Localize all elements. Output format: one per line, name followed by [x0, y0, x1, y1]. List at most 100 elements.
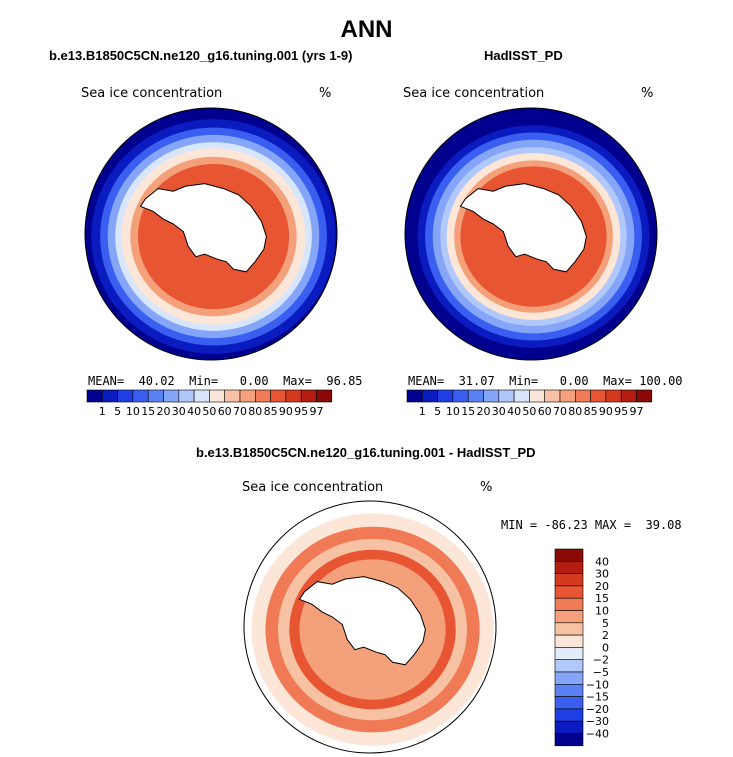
- obs-colorbar-cell: [605, 389, 622, 403]
- model-colorbar-tick-label: 40: [187, 405, 201, 418]
- model-colorbar-cell: [224, 389, 241, 403]
- model-colorbar: 1 5 10 15 20 30 40 50 60 70 80 85 90 95 97: [86, 389, 333, 418]
- diff-map-antarctica: [298, 576, 426, 666]
- obs-colorbar-tick-label: 1: [419, 405, 426, 418]
- model-colorbar-cell: [147, 389, 164, 403]
- diff-colorbar-tick-label: 40: [595, 555, 609, 568]
- obs-map-antarctica: [459, 183, 587, 273]
- model-colorbar-cell: [86, 389, 103, 403]
- obs-colorbar-cell: [437, 389, 454, 403]
- model-map: [84, 107, 338, 361]
- model-colorbar-tick-label: 30: [172, 405, 186, 418]
- model-colorbar-tick-label: 97: [310, 405, 324, 418]
- obs-colorbar-cell: [544, 389, 561, 403]
- obs-colorbar-tick-label: 90: [599, 405, 613, 418]
- obs-colorbar-cell: [483, 389, 500, 403]
- model-map-field: [85, 108, 337, 360]
- diff-colorbar-tick-label: −5: [593, 666, 609, 679]
- model-colorbar-cell: [285, 389, 302, 403]
- model-unit-label: %: [319, 86, 332, 101]
- diff-unit-label: %: [480, 480, 493, 495]
- diff-colorbar-cell: [554, 597, 584, 611]
- diff-colorbar-cell: [554, 708, 584, 722]
- diff-colorbar-cell: [554, 647, 584, 661]
- obs-colorbar-tick-label: 95: [614, 405, 628, 418]
- obs-colorbar-cell: [636, 389, 653, 403]
- diff-colorbar-tick-label: 20: [595, 580, 609, 593]
- obs-colorbar-cell: [513, 389, 530, 403]
- obs-colorbar-tick-label: 50: [522, 405, 536, 418]
- model-stats: MEAN= 40.02 Min= 0.00 Max= 96.85: [88, 374, 363, 388]
- model-colorbar-cell: [209, 389, 225, 403]
- diff-colorbar-cell: [554, 585, 584, 599]
- obs-colorbar-tick-label: 60: [538, 405, 552, 418]
- diff-variable-label: Sea ice concentration: [242, 480, 384, 495]
- model-colorbar-tick-label: 60: [218, 405, 232, 418]
- diff-colorbar-cell: [554, 560, 584, 574]
- diff-stats: MIN = -86.23 MAX = 39.08: [501, 518, 682, 532]
- diff-colorbar-tick-label: −30: [586, 715, 609, 728]
- model-colorbar-cell: [300, 389, 317, 403]
- obs-colorbar: 1 5 10 15 20 30 40 50 60 70 80 85 90 95 97: [406, 389, 653, 418]
- obs-colorbar-cell: [467, 389, 484, 403]
- diff-colorbar-cell: [554, 720, 584, 734]
- obs-colorbar-tick-label: 70: [553, 405, 567, 418]
- model-colorbar-cell: [316, 389, 333, 403]
- model-colorbar-tick-label: 70: [233, 405, 247, 418]
- model-colorbar-cell: [117, 389, 134, 403]
- obs-colorbar-cell: [498, 389, 515, 403]
- diff-panel-title: b.e13.B1850C5CN.ne120_g16.tuning.001 - H…: [196, 445, 536, 460]
- obs-map-border: [404, 107, 658, 361]
- model-map-antarctica: [139, 183, 267, 273]
- diff-colorbar-tick-label: −10: [586, 678, 609, 691]
- obs-colorbar-cell: [406, 389, 423, 403]
- diff-colorbar-tick-label: −20: [586, 703, 609, 716]
- model-panel-title: b.e13.B1850C5CN.ne120_g16.tuning.001 (yr…: [49, 48, 353, 63]
- diff-colorbar-cell: [554, 634, 584, 648]
- model-map-border: [84, 107, 338, 361]
- model-colorbar-cell: [178, 389, 195, 403]
- diff-colorbar-cell: [554, 573, 584, 587]
- diff-colorbar-cell: [554, 683, 584, 697]
- obs-colorbar-tick-label: 85: [584, 405, 598, 418]
- obs-colorbar-tick-label: 20: [477, 405, 491, 418]
- diff-colorbar-cell: [554, 671, 584, 685]
- obs-panel-title: HadISST_PD: [484, 48, 563, 63]
- diff-colorbar-tick-label: −40: [586, 728, 609, 741]
- diff-colorbar-tick-label: 10: [595, 605, 609, 618]
- obs-colorbar-cell: [421, 389, 438, 403]
- obs-colorbar-cell: [559, 389, 576, 403]
- diff-colorbar-cell: [554, 733, 584, 747]
- obs-colorbar-cell: [529, 389, 546, 403]
- main-title: ANN: [340, 16, 393, 43]
- model-colorbar-tick-label: 95: [294, 405, 308, 418]
- model-colorbar-cell: [270, 389, 287, 403]
- obs-colorbar-tick-label: 97: [630, 405, 644, 418]
- obs-colorbar-tick-label: 30: [492, 405, 506, 418]
- model-colorbar-tick-label: 10: [126, 405, 140, 418]
- model-colorbar-tick-label: 50: [202, 405, 216, 418]
- obs-colorbar-cell: [620, 389, 637, 403]
- model-colorbar-tick-label: 5: [114, 405, 121, 418]
- diff-colorbar-cell: [554, 548, 584, 562]
- diff-colorbar-tick-label: 30: [595, 568, 609, 581]
- diff-colorbar-tick-label: −15: [586, 691, 609, 704]
- diff-map-field: [244, 501, 496, 753]
- obs-variable-label: Sea ice concentration: [403, 86, 545, 101]
- obs-map-field: [405, 108, 657, 360]
- diff-map: [243, 500, 497, 754]
- model-colorbar-tick-label: 15: [141, 405, 155, 418]
- model-variable-label: Sea ice concentration: [81, 86, 223, 101]
- diff-colorbar-tick-label: 0: [602, 641, 609, 654]
- model-colorbar-tick-label: 1: [99, 405, 106, 418]
- diff-map-border: [243, 500, 497, 754]
- obs-colorbar-tick-label: 10: [446, 405, 460, 418]
- obs-colorbar-cell: [452, 389, 469, 403]
- model-colorbar-tick-label: 20: [157, 405, 171, 418]
- model-colorbar-cell: [102, 389, 118, 403]
- diff-colorbar-tick-label: −2: [593, 654, 609, 667]
- model-colorbar-tick-label: 80: [248, 405, 262, 418]
- diff-colorbar-cell: [554, 659, 584, 673]
